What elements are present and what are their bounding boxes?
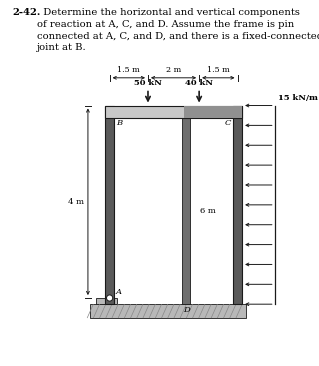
Bar [90,304,246,318]
Text: 50 kN: 50 kN [134,79,162,87]
Text: 6 m: 6 m [200,207,216,215]
Bar [96,298,117,304]
Text: D: D [183,306,190,314]
Text: 40 kN: 40 kN [185,79,213,87]
Text: 15 kN/m: 15 kN/m [278,94,318,102]
Text: Determine the horizontal and vertical components
of reaction at A, C, and D. Ass: Determine the horizontal and vertical co… [37,8,319,52]
Text: 1.5 m: 1.5 m [117,66,140,74]
Text: B: B [116,119,122,127]
Bar [105,105,114,304]
Bar [105,105,242,118]
Text: C: C [225,119,231,127]
Text: 4 m: 4 m [68,198,84,206]
Text: 2 m: 2 m [166,66,181,74]
Text: 2-42.: 2-42. [13,8,41,17]
Bar [182,118,190,304]
Text: A: A [116,288,122,296]
Text: 1.5 m: 1.5 m [207,66,230,74]
Bar [233,105,242,304]
Circle shape [107,295,113,301]
Bar [184,105,242,118]
